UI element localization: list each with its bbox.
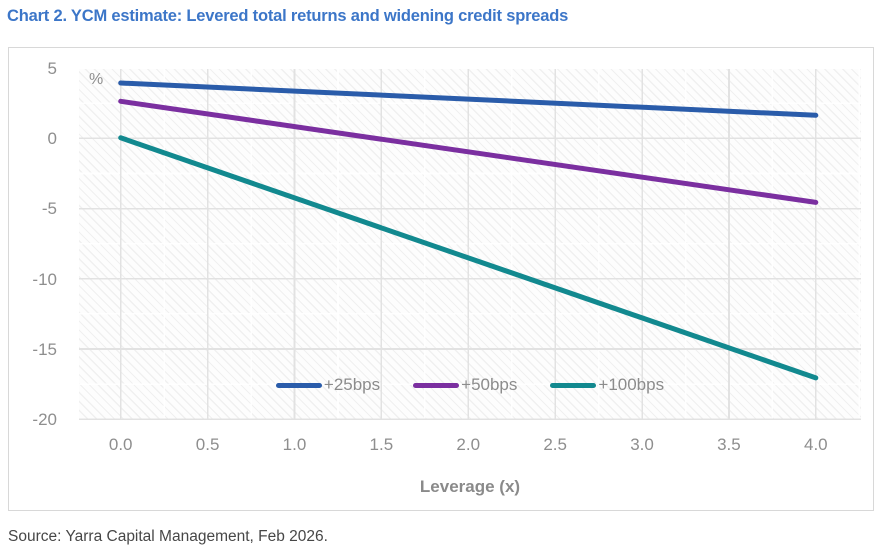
x-tick-label: 4.0 [803,435,828,454]
legend-item-25bps: +25bps [275,375,381,395]
y-tick-label: 5 [47,59,57,78]
legend-item-100bps: +100bps [550,375,664,395]
legend-label: +50bps [461,375,518,394]
x-tick-label: 3.0 [630,435,654,454]
x-tick-label: 3.5 [717,435,741,454]
y-tick-label: -5 [41,199,57,219]
y-tick-label: -10 [32,269,57,289]
y-tick-label: -20 [32,410,57,429]
y-axis-unit-label: % [89,71,104,88]
legend-line-swatch [550,382,597,388]
legend-label: +25bps [323,375,381,394]
legend-item-50bps: +50bps [413,375,517,395]
source-note: Source: Yarra Capital Management, Feb 20… [8,528,328,545]
series-line-100bps [118,135,819,381]
legend-line-swatch [413,382,460,388]
series-line-25bps [118,80,819,118]
y-tick-label: -15 [32,339,57,359]
x-tick-label: 0.5 [195,435,220,454]
series-lines-canvas [118,80,819,381]
chart-frame: % +25bps +50bps +100bps 5 0 -5 -10 -15 -20 0.0 0… [8,47,874,511]
x-tick-label: 1.0 [282,435,307,454]
x-axis-title: Leverage (x) [419,477,521,496]
x-tick-label: 1.5 [369,435,394,454]
x-tick-label: 2.0 [456,435,481,454]
legend-label: +100bps [598,375,665,394]
x-tick-label: 0.0 [108,435,133,454]
series-line-50bps [118,98,819,205]
legend: +25bps +50bps +100bps [79,373,861,397]
plot-area: % +25bps +50bps +100bps [79,69,861,420]
x-tick-label: 2.5 [543,435,567,454]
legend-line-swatch [275,382,322,388]
y-tick-label: 0 [47,129,57,149]
chart-title: Chart 2. YCM estimate: Levered total ret… [7,7,569,25]
